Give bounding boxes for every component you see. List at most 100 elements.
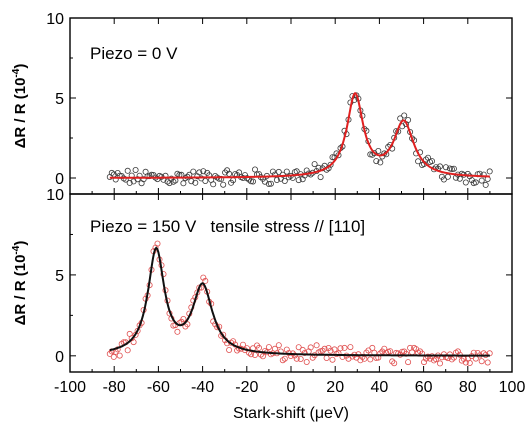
top-data-point bbox=[126, 179, 133, 186]
top-y-axis-label: ΔR / R (10-4) bbox=[11, 64, 29, 149]
bottom-data-point bbox=[327, 347, 334, 354]
bottom-data-point bbox=[424, 353, 431, 360]
top-panel-fit-line bbox=[109, 91, 490, 179]
x-tick-label: 40 bbox=[371, 379, 389, 396]
top-data-point bbox=[373, 158, 380, 165]
top-data-point bbox=[273, 176, 280, 183]
bottom-data-point bbox=[265, 344, 272, 351]
top-data-point bbox=[196, 169, 203, 176]
x-tick-label: 0 bbox=[287, 379, 296, 396]
top-data-point bbox=[482, 181, 489, 188]
top-y-label-suffix: ) bbox=[12, 64, 29, 69]
bottom-data-point bbox=[275, 342, 282, 349]
bottom-data-point bbox=[391, 360, 398, 367]
bottom-data-point bbox=[279, 357, 286, 364]
top-data-point bbox=[428, 158, 435, 165]
top-data-point bbox=[377, 159, 384, 166]
top-data-point bbox=[212, 172, 219, 179]
bottom-panel-fit-line bbox=[109, 246, 490, 357]
bottom-data-point bbox=[124, 347, 131, 354]
x-tick-label: -40 bbox=[191, 379, 214, 396]
top-data-point bbox=[478, 177, 485, 184]
top-data-point bbox=[216, 175, 223, 182]
top-data-point bbox=[295, 177, 302, 184]
top-data-point bbox=[218, 175, 225, 182]
bottom-panel-data-points bbox=[106, 240, 493, 367]
x-tick-label: 20 bbox=[326, 379, 344, 396]
top-data-point bbox=[275, 168, 282, 175]
top-data-point bbox=[456, 175, 463, 182]
top-data-point bbox=[202, 177, 209, 184]
bottom-panel-ticks: -100 -80 -60 -40 -20 0 20 40 60 80 100 0 5 10 bbox=[46, 187, 525, 396]
bottom-data-point bbox=[313, 342, 320, 349]
bottom-data-point bbox=[369, 344, 376, 351]
bottom-data-point bbox=[234, 347, 241, 354]
top-data-point bbox=[265, 180, 272, 187]
bottom-data-point bbox=[130, 339, 137, 346]
bottom-data-point bbox=[478, 358, 485, 365]
top-data-point bbox=[124, 167, 131, 174]
top-data-point bbox=[144, 173, 151, 180]
bottom-data-point bbox=[301, 349, 308, 356]
top-data-point bbox=[247, 178, 254, 185]
x-tick-label: -60 bbox=[147, 379, 170, 396]
bottom-data-point bbox=[299, 346, 306, 353]
top-data-point bbox=[311, 161, 318, 168]
top-data-point bbox=[164, 178, 171, 185]
top-data-point bbox=[267, 180, 274, 187]
bottom-data-point bbox=[239, 341, 246, 348]
bottom-data-point bbox=[454, 348, 461, 355]
top-panel-annotation: Piezo = 0 V bbox=[90, 44, 178, 63]
bottom-data-point bbox=[303, 358, 310, 365]
bottom-data-point bbox=[341, 344, 348, 351]
top-data-point bbox=[188, 178, 195, 185]
bottom-data-point bbox=[128, 335, 135, 342]
bottom-data-point bbox=[367, 356, 374, 363]
bottom-y-tick-label: 0 bbox=[55, 349, 64, 366]
bottom-data-point bbox=[321, 345, 328, 352]
bottom-y-axis-label: ΔR / R (10-4) bbox=[11, 241, 29, 326]
bottom-data-point bbox=[307, 344, 314, 351]
bottom-data-point bbox=[357, 357, 364, 364]
top-data-point bbox=[472, 179, 479, 186]
top-data-point bbox=[180, 180, 187, 187]
bottom-data-point bbox=[319, 347, 326, 354]
bottom-data-point bbox=[154, 240, 161, 247]
bottom-data-point bbox=[347, 344, 354, 351]
top-data-point bbox=[375, 147, 382, 154]
top-data-point bbox=[283, 168, 290, 175]
x-tick-label: 60 bbox=[415, 379, 433, 396]
bottom-data-point bbox=[448, 356, 455, 363]
bottom-data-point bbox=[281, 355, 288, 362]
x-tick-label: -80 bbox=[103, 379, 126, 396]
top-data-point bbox=[200, 168, 207, 175]
top-data-point bbox=[317, 174, 324, 181]
bottom-data-point bbox=[202, 277, 209, 284]
bottom-panel-annotation: Piezo = 150 V tensile stress // [110] bbox=[90, 217, 365, 236]
bottom-data-point bbox=[420, 359, 427, 366]
bottom-data-point bbox=[446, 351, 453, 358]
bottom-data-point bbox=[484, 359, 491, 366]
top-data-point bbox=[444, 173, 451, 180]
bottom-data-point bbox=[337, 345, 344, 352]
top-data-point bbox=[224, 167, 231, 174]
x-tick-label: -20 bbox=[235, 379, 258, 396]
bottom-data-point bbox=[466, 359, 473, 366]
top-data-point bbox=[108, 169, 115, 176]
x-axis-label: Stark-shift (μeV) bbox=[233, 405, 349, 422]
top-y-tick-label: 5 bbox=[55, 91, 64, 108]
top-data-point bbox=[486, 168, 493, 175]
top-data-point bbox=[293, 168, 300, 175]
bottom-data-point bbox=[389, 358, 396, 365]
bottom-y-label-suffix: ) bbox=[12, 241, 29, 246]
bottom-data-point bbox=[180, 315, 187, 322]
bottom-data-point bbox=[291, 352, 298, 359]
top-panel-data-points bbox=[106, 92, 493, 188]
bottom-data-point bbox=[200, 274, 207, 281]
top-data-point bbox=[132, 166, 139, 173]
top-panel-ticks: 0 5 10 bbox=[46, 11, 513, 194]
bottom-data-point bbox=[323, 354, 330, 361]
bottom-data-point bbox=[255, 344, 262, 351]
top-data-point bbox=[462, 179, 469, 186]
